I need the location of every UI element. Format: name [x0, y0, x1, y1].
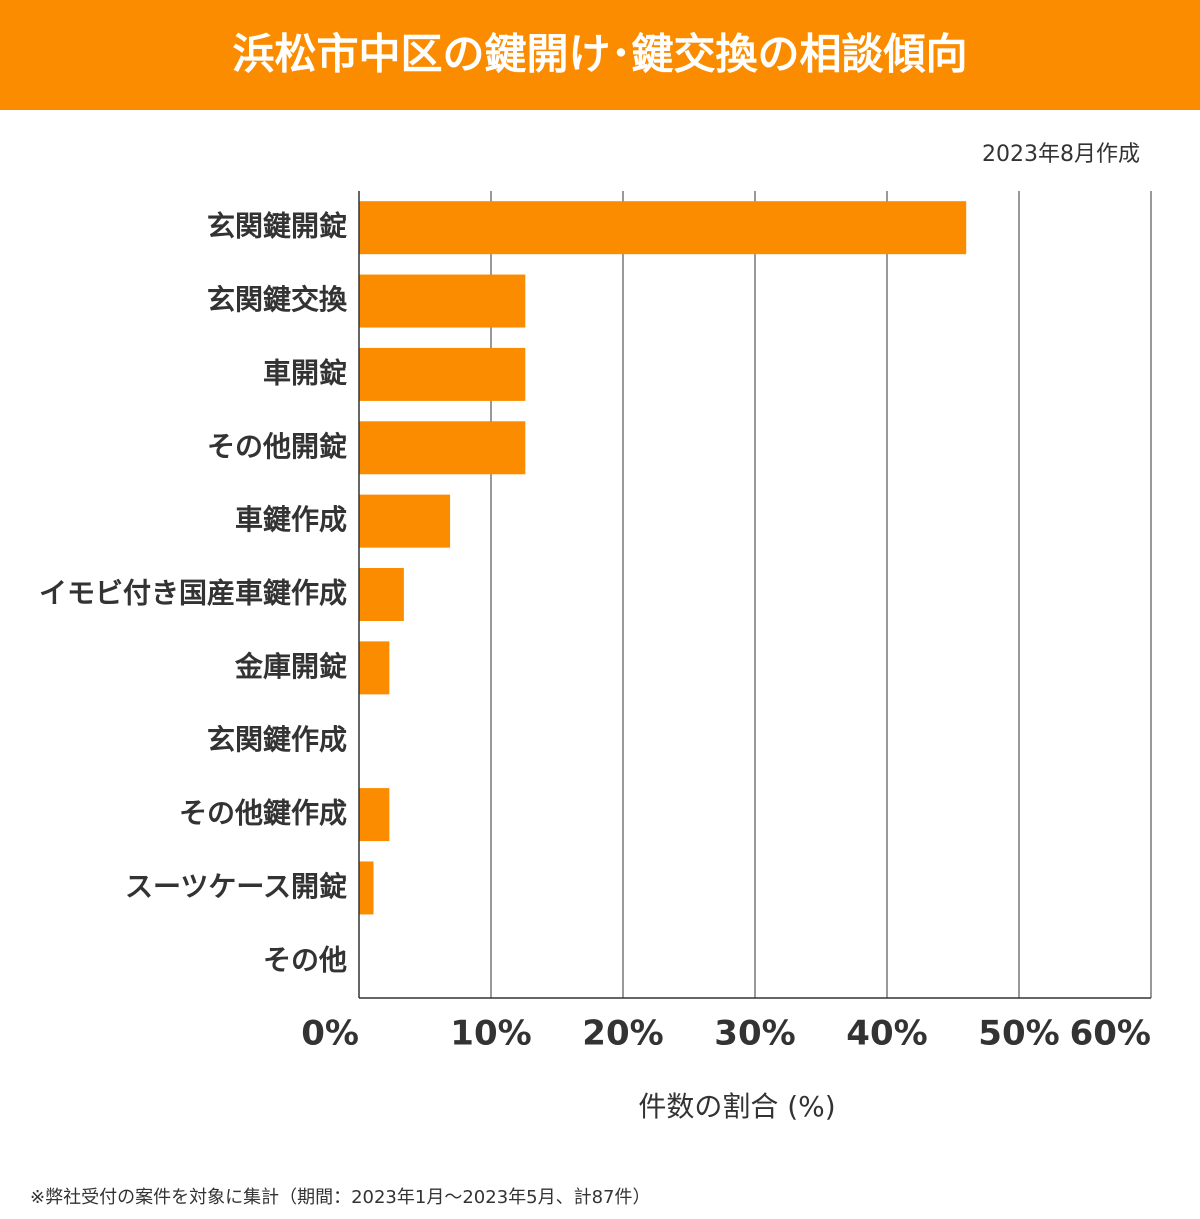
y-tick-label: 車開錠: [263, 356, 347, 389]
footnote: ※弊社受付の案件を対象に集計（期間：2023年1月～2023年5月、計87件）: [30, 1187, 651, 1208]
y-tick-label: イモビ付き国産車鍵作成: [39, 577, 347, 610]
y-tick-label: その他開錠: [207, 430, 347, 463]
bar: [359, 641, 390, 695]
y-tick-label: スーツケース開錠: [125, 870, 347, 903]
y-tick-label: その他: [263, 943, 347, 976]
bar: [359, 861, 374, 915]
x-tick-label: 30%: [714, 1014, 795, 1054]
bar: [359, 788, 390, 842]
y-tick-label: その他鍵作成: [179, 797, 347, 830]
bar: [359, 347, 526, 401]
x-axis-label: 件数の割合 (%): [638, 1090, 835, 1123]
x-tick-label: 60%: [1070, 1014, 1151, 1054]
bar: [359, 421, 526, 475]
bar: [359, 494, 451, 548]
bar: [359, 201, 967, 255]
subtitle: 2023年8月作成: [982, 142, 1140, 167]
y-tick-label: 金庫開錠: [234, 650, 347, 683]
x-tick-label: 20%: [582, 1014, 663, 1054]
y-tick-label: 車鍵作成: [235, 503, 347, 536]
chart-title: 浜松市中区の鍵開け･鍵交換の相談傾向: [232, 30, 967, 79]
x-tick-label: 40%: [846, 1014, 927, 1054]
y-tick-label: 玄関鍵作成: [207, 723, 347, 756]
bar: [359, 568, 404, 621]
x-tick-label: 0%: [301, 1014, 359, 1054]
title-band: [0, 0, 1200, 110]
bar: [359, 274, 526, 328]
x-tick-label: 10%: [450, 1014, 531, 1054]
y-tick-label: 玄関鍵開錠: [207, 210, 347, 243]
y-tick-label: 玄関鍵交換: [207, 283, 348, 316]
x-tick-label: 50%: [978, 1014, 1059, 1054]
